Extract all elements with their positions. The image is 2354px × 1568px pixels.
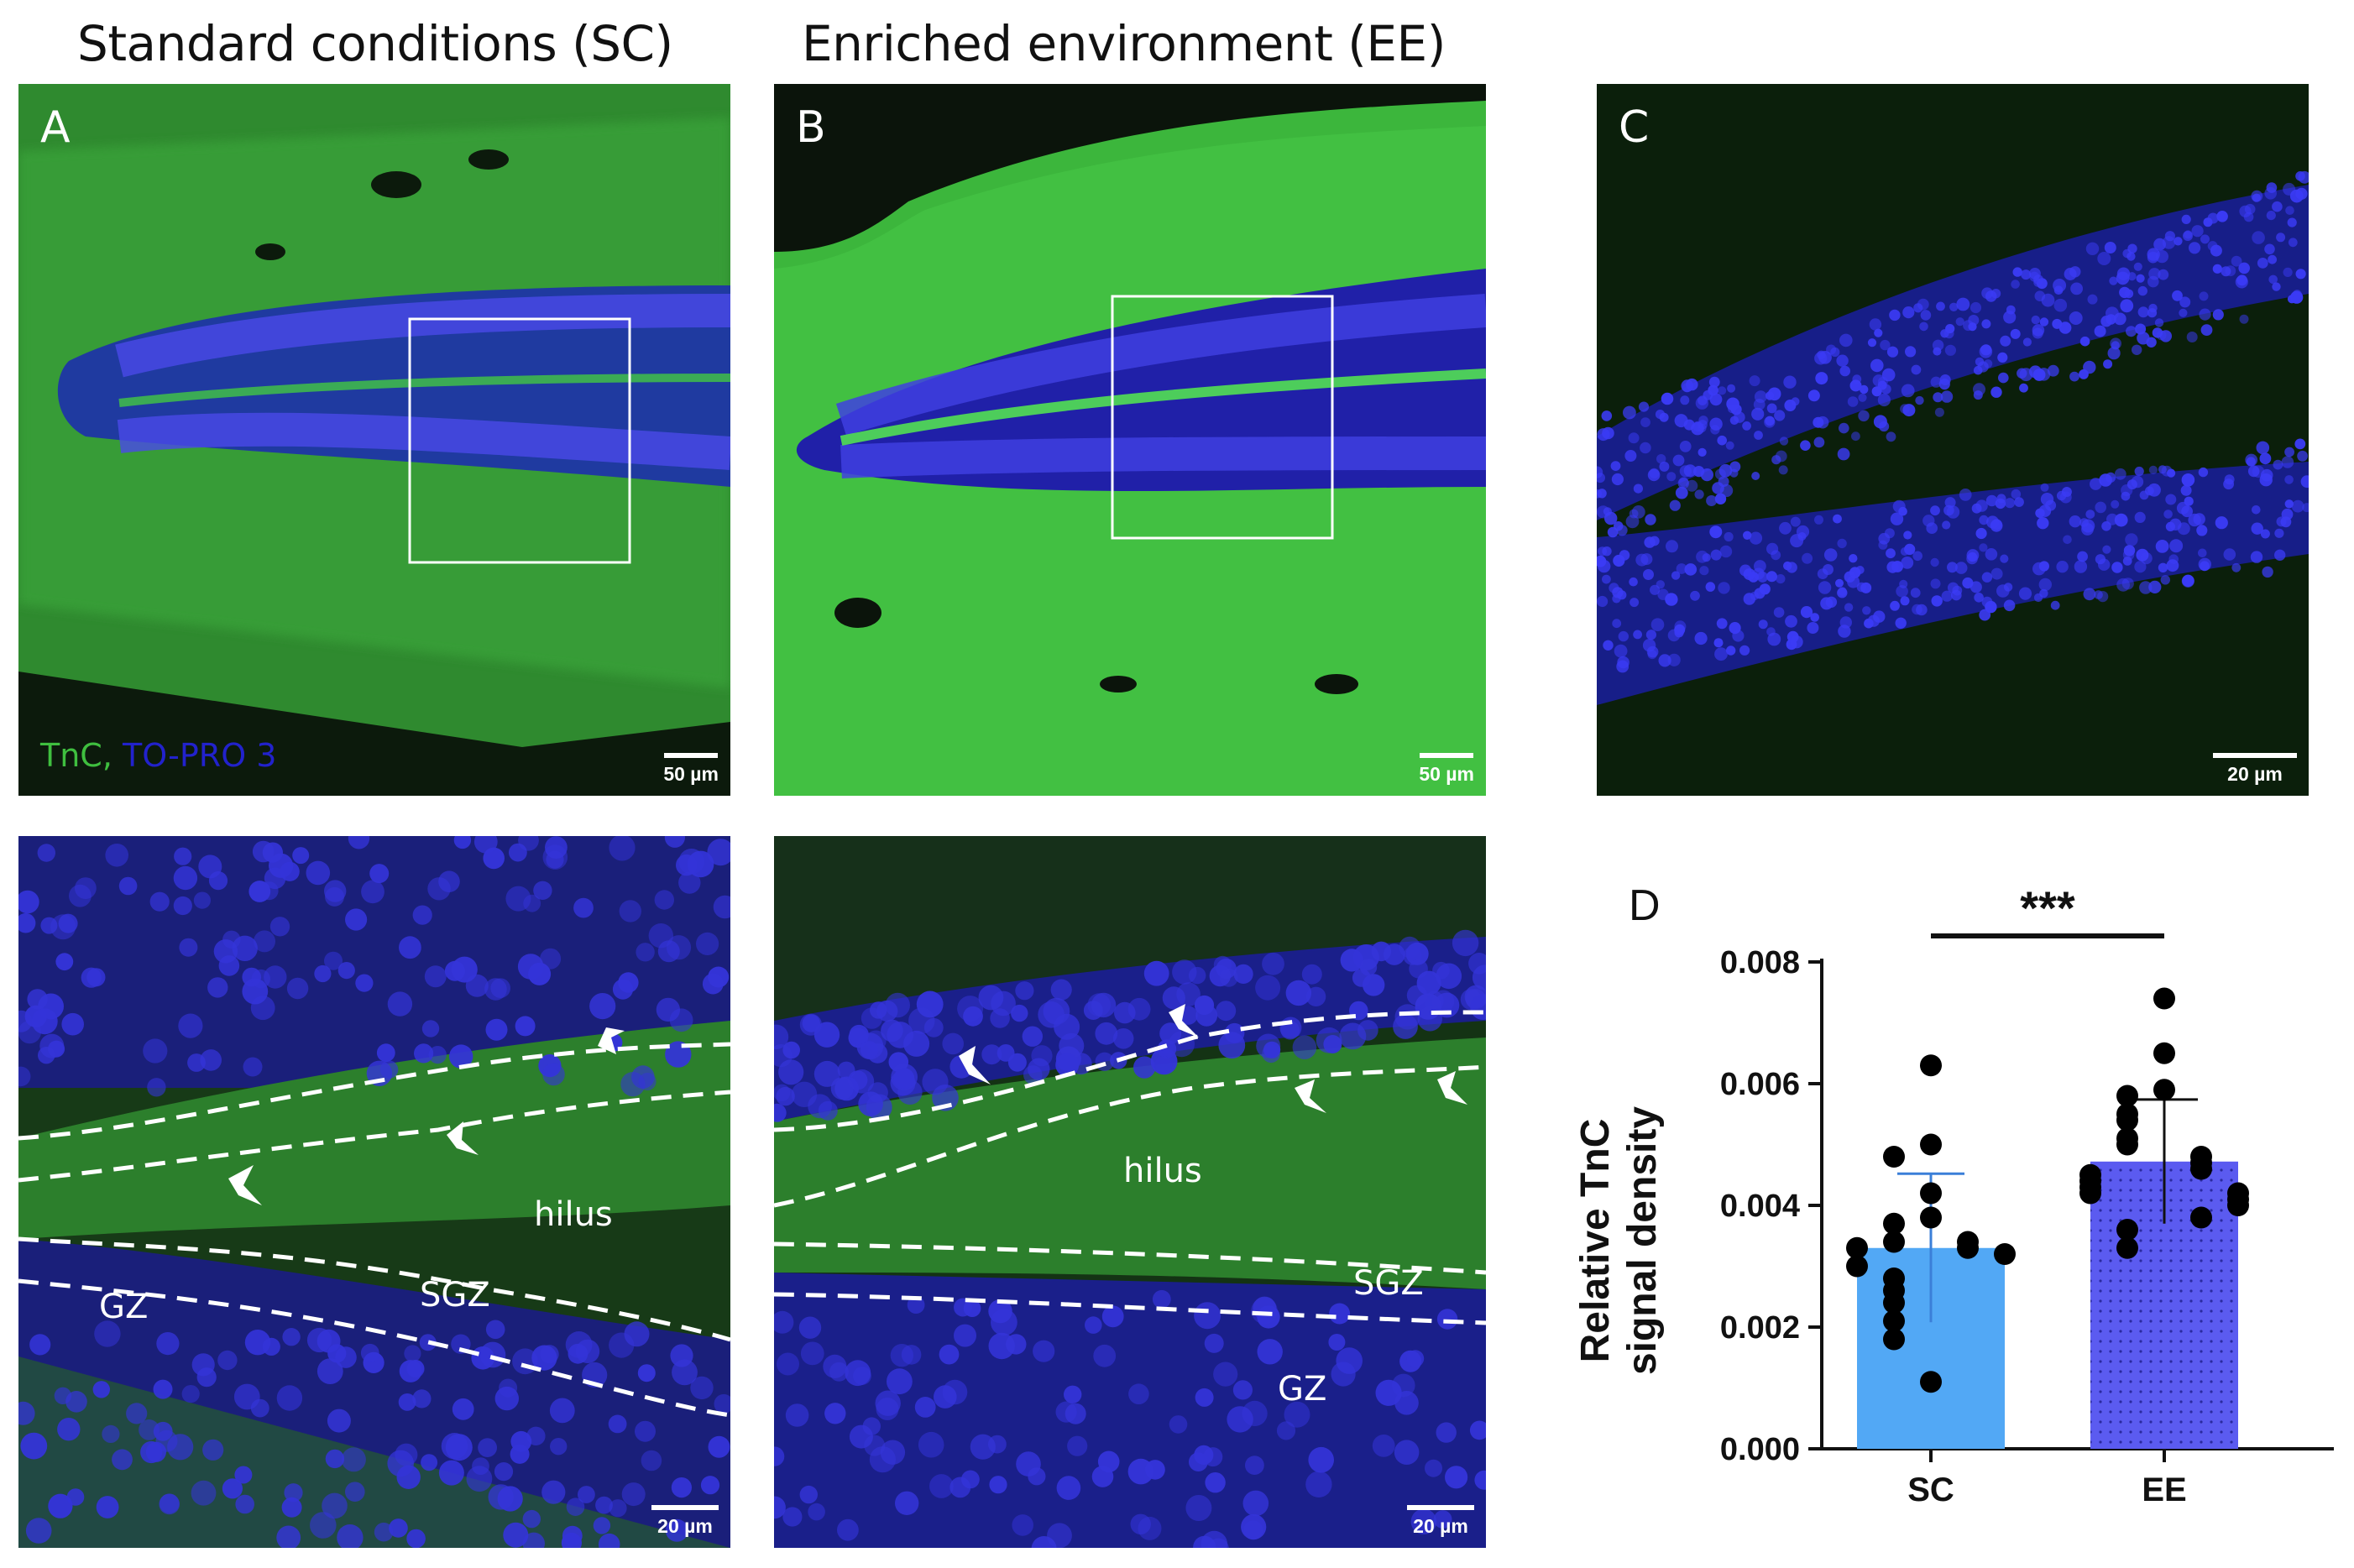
panel-c-scale-label: 20 µm xyxy=(2227,763,2283,785)
data-point xyxy=(1957,1236,1979,1259)
panel-a-micrograph: A TnC, TO-PRO 3 50 µm xyxy=(18,84,730,796)
data-point xyxy=(1883,1328,1905,1351)
panel-a-hilus-label: hilus xyxy=(534,1195,613,1234)
data-point xyxy=(2116,1085,2138,1107)
panel-a-sgz-label: SGZ xyxy=(420,1276,490,1315)
panel-b-scale-bar: 50 µm xyxy=(1419,753,1474,786)
data-point xyxy=(2116,1133,2138,1156)
panel-b-micrograph: B 50 µm xyxy=(774,84,1486,796)
y-tick-label: 0.006 xyxy=(1720,1067,1800,1102)
data-point xyxy=(2227,1194,2249,1216)
sc-column-title: Standard conditions (SC) xyxy=(77,15,673,72)
data-point xyxy=(1883,1231,1905,1253)
significance-stars: *** xyxy=(2020,881,2075,934)
panel-c-letter: C xyxy=(1619,102,1650,153)
panel-d-letter: D xyxy=(1629,881,1661,930)
data-point xyxy=(1883,1146,1905,1168)
data-point xyxy=(1920,1371,1942,1393)
data-point xyxy=(1883,1212,1905,1235)
panel-a-scale-bar: 50 µm xyxy=(663,753,719,786)
panel-b-zoom-scale-label: 20 µm xyxy=(1413,1515,1468,1537)
data-point xyxy=(2153,987,2175,1010)
data-point xyxy=(2116,1236,2138,1259)
panel-b-letter: B xyxy=(796,102,826,153)
data-point xyxy=(2153,1042,2175,1064)
panel-b-sgz-label: SGZ xyxy=(1353,1264,1424,1303)
panel-a-zoom-scale-bar: 20 µm xyxy=(651,1505,719,1538)
panel-c-micrograph: C 20 µm xyxy=(1597,84,2309,796)
data-point xyxy=(1920,1133,1942,1156)
y-tick-label: 0.000 xyxy=(1720,1432,1800,1467)
data-point xyxy=(1920,1206,1942,1229)
data-point xyxy=(2116,1219,2138,1241)
panel-a-zoom-micrograph: hilus GZ SGZ 20 µm xyxy=(18,836,730,1548)
data-point xyxy=(1846,1255,1868,1278)
data-point xyxy=(2116,1109,2138,1132)
stain-legend-marker: TnC, xyxy=(40,737,112,774)
x-tick-label: EE xyxy=(2142,1471,2186,1508)
panel-b-scale-label: 50 µm xyxy=(1419,763,1474,785)
data-point xyxy=(2153,1079,2175,1101)
stain-legend-nuclear: TO-PRO 3 xyxy=(112,737,277,774)
x-tick-label: SC xyxy=(1907,1471,1954,1508)
panel-a-scale-label: 50 µm xyxy=(663,763,719,785)
panel-a-letter: A xyxy=(40,102,71,153)
panel-c-scale-bar: 20 µm xyxy=(2213,753,2297,786)
panel-b-zoom-scale-bar: 20 µm xyxy=(1407,1505,1474,1538)
data-point xyxy=(2079,1182,2101,1205)
data-point xyxy=(1883,1292,1905,1314)
panel-a-gz-label: GZ xyxy=(99,1288,149,1326)
y-axis-label-line2: signal density xyxy=(1620,1106,1665,1375)
data-point xyxy=(1920,1182,1942,1205)
data-point xyxy=(1883,1309,1905,1332)
y-tick-label: 0.008 xyxy=(1720,945,1800,980)
data-point xyxy=(2190,1158,2212,1180)
panel-b-zoom-micrograph: hilus SGZ GZ 20 µm xyxy=(774,836,1486,1548)
data-point xyxy=(1846,1236,1868,1259)
panel-b-gz-label: GZ xyxy=(1278,1370,1327,1409)
y-tick-label: 0.002 xyxy=(1720,1310,1800,1346)
panel-a-zoom-scale-label: 20 µm xyxy=(657,1515,713,1537)
data-point xyxy=(2190,1206,2212,1229)
panel-d-chart: D Relative TnC signal density 0.000 0.002… xyxy=(1561,873,2354,1568)
y-axis-label-line1: Relative TnC xyxy=(1573,1119,1618,1363)
data-point xyxy=(1920,1054,1942,1077)
panel-b-hilus-label: hilus xyxy=(1123,1152,1202,1190)
data-point xyxy=(1994,1243,2016,1265)
y-tick-label: 0.004 xyxy=(1720,1189,1800,1224)
stain-legend: TnC, TO-PRO 3 xyxy=(40,737,276,774)
ee-column-title: Enriched environment (EE) xyxy=(802,15,1446,72)
